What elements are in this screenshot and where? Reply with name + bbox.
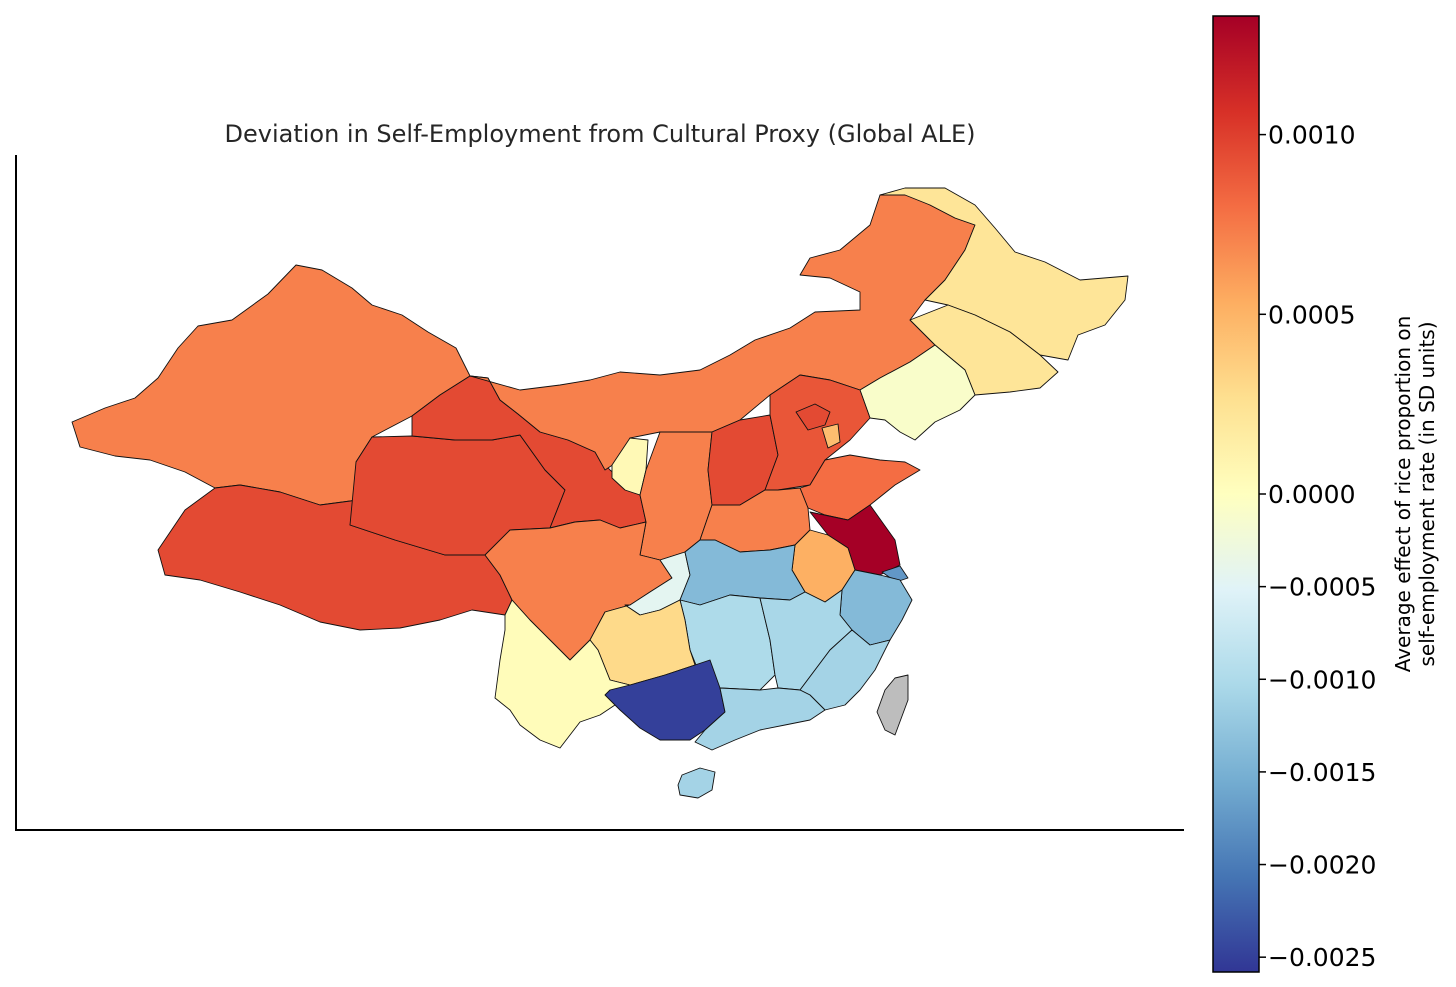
region-fujian	[799, 629, 891, 711]
colorbar-tick-label: 0.0010	[1268, 121, 1355, 150]
colorbar: 0.0010 0.0005 0.0000 −0.0005 −0.0010 −0.0015 −…	[1212, 15, 1439, 973]
map-regions	[71, 187, 1129, 799]
region-xinjiang	[71, 264, 471, 506]
colorbar-ticks: 0.0010 0.0005 0.0000 −0.0005 −0.0010 −0.0015 −…	[1259, 121, 1376, 972]
colorbar-label-line1: Average effect of rice proportion on	[1391, 316, 1415, 673]
region-liaoning	[859, 344, 976, 441]
region-guangdong	[694, 687, 826, 751]
region-tianjin	[821, 423, 841, 449]
colorbar-tick-label: −0.0020	[1268, 851, 1376, 880]
colorbar-tick-label: −0.0015	[1268, 758, 1376, 787]
colorbar-tick-label: 0.0000	[1268, 480, 1355, 509]
colorbar-tick-label: −0.0025	[1268, 943, 1376, 972]
colorbar-tick-label: 0.0005	[1268, 300, 1355, 329]
region-yunnan	[494, 599, 631, 749]
colorbar-tick-label: −0.0010	[1268, 665, 1376, 694]
colorbar-tick-label: −0.0005	[1268, 573, 1376, 602]
region-hainan	[677, 767, 716, 799]
region-beijing	[795, 403, 831, 431]
region-taiwan	[876, 674, 909, 736]
map-title: Deviation in Self-Employment from Cultur…	[225, 120, 976, 148]
colorbar-gradient	[1212, 15, 1260, 973]
region-heilongjiang	[879, 187, 1129, 361]
colorbar-label-line2: self-employment rate (in SD units)	[1415, 321, 1439, 666]
